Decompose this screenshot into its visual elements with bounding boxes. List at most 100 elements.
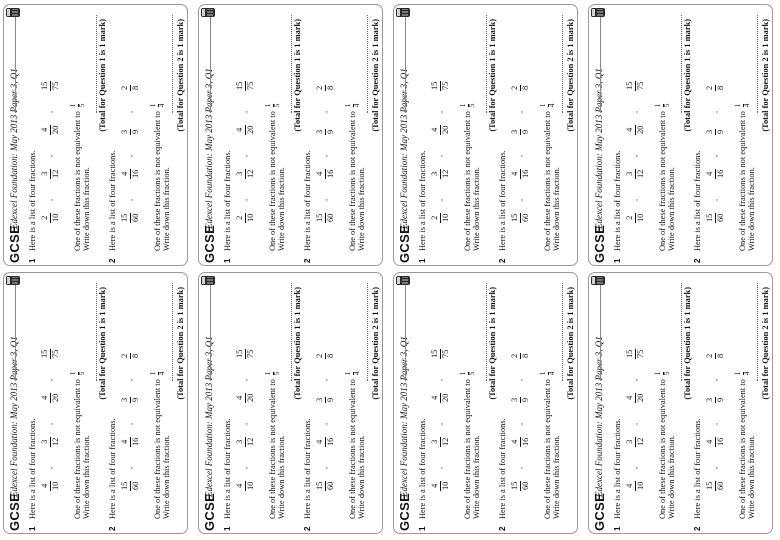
question-1: 1 Here is a list of four fractions. 2 10,…	[613, 13, 692, 263]
fraction-list: 2 10, 3 12, 4 20, 15 75	[625, 23, 651, 243]
question-instruction: Write down this fraction.	[162, 435, 171, 519]
fraction-denominator: 8	[325, 84, 336, 91]
fraction-separator: ,	[240, 466, 249, 469]
fraction-separator: ,	[710, 154, 719, 157]
statement-text: One of these fractions is not equivalent…	[542, 379, 552, 519]
gcse-logo: GCSE	[592, 492, 607, 531]
fraction: 4 16	[315, 168, 336, 179]
card-content: GCSE Edexcel Foundation: May 2013 Paper …	[394, 5, 577, 265]
fraction-denominator: 12	[440, 168, 451, 179]
fraction: 4 20	[235, 392, 256, 403]
exam-source: Edexcel Foundation: May 2013 Paper 3, Q1	[9, 336, 19, 497]
fraction-numerator: 3	[315, 129, 324, 134]
question-total: (Total for Question 1 is 1 mark)	[98, 287, 107, 400]
fraction: 3 12	[235, 436, 256, 447]
fraction: 15 60	[510, 480, 531, 491]
fraction-denominator: 16	[520, 436, 531, 447]
fraction-separator: ,	[435, 422, 444, 425]
fraction-numerator: 2	[315, 85, 324, 90]
fraction-numerator: 4	[625, 395, 634, 400]
fraction-denominator: 12	[440, 436, 451, 447]
fraction-denominator: 16	[715, 168, 726, 179]
fraction-separator: ,	[45, 110, 54, 113]
fraction-denominator: 5	[272, 103, 281, 108]
fraction-numerator: 2	[120, 353, 129, 358]
calculator-icon	[201, 276, 215, 285]
question-instruction: Write down this fraction.	[667, 435, 676, 519]
fraction: 4 10	[430, 480, 451, 491]
fraction-denominator: 60	[130, 480, 141, 491]
answer-line	[172, 15, 173, 113]
calculator-icon	[201, 8, 215, 17]
fraction-denominator: 60	[325, 212, 336, 223]
fraction: 15 60	[120, 480, 141, 491]
fraction-denominator: 4	[352, 103, 361, 108]
target-fraction: 1 5	[264, 371, 281, 376]
fraction-denominator: 60	[325, 480, 336, 491]
question-intro: Here is a list of four fractions.	[693, 150, 702, 251]
fraction: 4 20	[40, 124, 61, 135]
fraction-denominator: 10	[245, 212, 256, 223]
fraction: 15 75	[430, 348, 451, 359]
fraction-denominator: 10	[635, 480, 646, 491]
fraction: 15 75	[625, 348, 646, 359]
question-1: 1 Here is a list of four fractions. 4 10,…	[418, 281, 497, 531]
fraction-denominator: 60	[130, 212, 141, 223]
card-header: GCSE Edexcel Foundation: May 2013 Paper …	[201, 276, 219, 531]
question-number: 1	[223, 258, 232, 263]
fraction-numerator: 3	[510, 397, 519, 402]
question-total: (Total for Question 2 is 1 mark)	[371, 19, 380, 132]
header-rule	[15, 283, 16, 381]
fraction-denominator: 10	[440, 480, 451, 491]
statement-text: One of these fractions is not equivalent…	[737, 111, 747, 251]
question-intro: Here is a list of four fractions.	[498, 418, 507, 519]
fraction: 15 60	[315, 480, 336, 491]
fraction: 3 12	[235, 168, 256, 179]
card-header: GCSE Edexcel Foundation: May 2013 Paper …	[396, 276, 414, 531]
target-fraction: 1 4	[344, 371, 361, 376]
target-fraction: 1 4	[539, 371, 556, 376]
fraction: 15 60	[510, 212, 531, 223]
gcse-logo: GCSE	[592, 224, 607, 263]
fraction-denominator: 12	[245, 436, 256, 447]
fraction: 4 16	[120, 168, 141, 179]
fraction-separator: ,	[630, 110, 639, 113]
fraction-numerator: 4	[315, 439, 324, 444]
fraction-separator: ,	[435, 154, 444, 157]
fraction-numerator: 4	[315, 171, 324, 176]
statement-text: One of these fractions is not equivalent…	[657, 111, 667, 251]
fraction-denominator: 75	[245, 348, 256, 359]
question-total: (Total for Question 2 is 1 mark)	[566, 287, 575, 400]
question-number: 1	[418, 526, 427, 531]
question-1: 1 Here is a list of four fractions. 2 10,…	[28, 13, 107, 263]
fraction-denominator: 8	[715, 84, 726, 91]
question-instruction: Write down this fraction.	[472, 435, 481, 519]
answer-line	[172, 283, 173, 381]
calculator-icon	[396, 8, 410, 17]
question-1: 1 Here is a list of four fractions. 4 10,…	[613, 281, 692, 531]
question-total: (Total for Question 2 is 1 mark)	[761, 19, 770, 132]
fraction-denominator: 12	[635, 436, 646, 447]
question-total: (Total for Question 1 is 1 mark)	[488, 287, 497, 400]
fraction-separator: ,	[515, 422, 524, 425]
header-rule	[210, 15, 211, 113]
fraction-denominator: 9	[325, 128, 336, 135]
fraction-denominator: 20	[635, 392, 646, 403]
question-instruction: Write down this fraction.	[552, 167, 561, 251]
question-number: 2	[303, 258, 312, 263]
calculator-icon	[591, 8, 605, 17]
card-content: GCSE Edexcel Foundation: May 2013 Paper …	[589, 5, 772, 265]
question-instruction: Write down this fraction.	[357, 435, 366, 519]
fraction-numerator: 15	[430, 349, 439, 358]
fraction-numerator: 1	[539, 371, 547, 376]
fraction-separator: ,	[710, 198, 719, 201]
target-fraction: 1 4	[539, 103, 556, 108]
fraction: 3 12	[430, 436, 451, 447]
statement-text: One of these fractions is not equivalent…	[267, 379, 277, 519]
fraction-separator: ,	[630, 154, 639, 157]
answer-line	[367, 283, 368, 381]
header-rule	[405, 283, 406, 381]
